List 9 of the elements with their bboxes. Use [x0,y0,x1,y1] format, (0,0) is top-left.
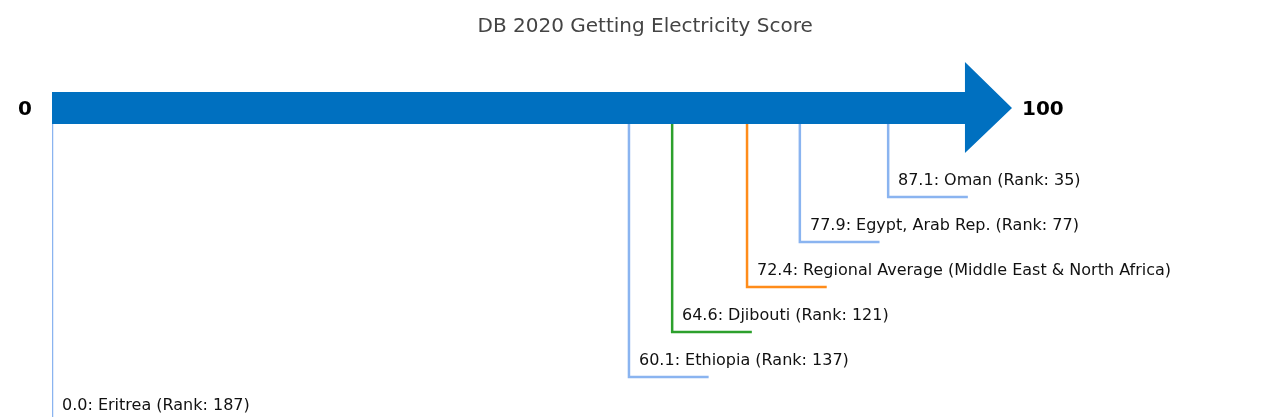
text: DB 2020 Getting Electricity Score [477,13,813,37]
data-label: 87.1: Oman (Rank: 35) [898,170,1081,189]
text: 0 [18,96,32,120]
data-label: 77.9: Egypt, Arab Rep. (Rank: 77) [810,215,1079,234]
data-label: 60.1: Ethiopia (Rank: 137) [639,350,849,369]
data-label: 0.0: Eritrea (Rank: 187) [62,395,250,414]
data-label: 64.6: Djibouti (Rank: 121) [682,305,889,324]
data-label: 72.4: Regional Average (Middle East & North Africa) [757,260,1172,279]
text: 100 [1022,96,1064,120]
